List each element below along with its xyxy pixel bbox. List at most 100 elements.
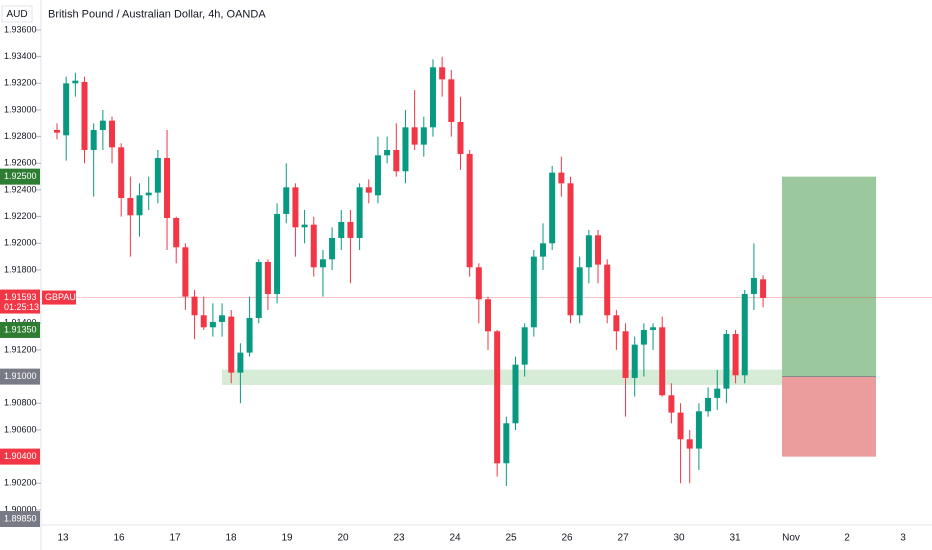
candle-body bbox=[72, 80, 79, 84]
x-tick-label: 18 bbox=[225, 533, 237, 544]
price-tag-box bbox=[0, 511, 40, 527]
candle-body bbox=[246, 317, 253, 353]
candle-body bbox=[429, 67, 436, 128]
candle-body bbox=[274, 213, 281, 294]
candle-body bbox=[109, 120, 116, 148]
x-tick-label: 20 bbox=[337, 533, 349, 544]
candle-body bbox=[686, 439, 693, 449]
y-tick-label: 1.93000 bbox=[4, 104, 37, 114]
last-price: 1.91593 bbox=[4, 292, 37, 302]
candle-body bbox=[63, 83, 70, 136]
y-tick-label: 1.93600 bbox=[4, 24, 37, 34]
candle-body bbox=[503, 423, 510, 464]
candle-body bbox=[695, 411, 702, 449]
y-tick-label: 1.90800 bbox=[4, 398, 37, 408]
candle-body bbox=[475, 267, 482, 300]
candle-body bbox=[255, 261, 262, 318]
candle-body bbox=[750, 277, 757, 294]
candle-body bbox=[209, 321, 216, 328]
candle-body bbox=[640, 329, 647, 345]
candle-body bbox=[365, 187, 372, 193]
candle-body bbox=[173, 217, 180, 248]
candle-body bbox=[374, 155, 381, 196]
x-tick-label: 23 bbox=[393, 533, 405, 544]
x-tick-label: 26 bbox=[561, 533, 573, 544]
candle-body bbox=[154, 157, 161, 193]
currency: AUD bbox=[6, 9, 27, 20]
candle-body bbox=[705, 397, 712, 412]
candle-body bbox=[118, 147, 125, 198]
candle-body bbox=[659, 327, 666, 396]
zone bbox=[222, 369, 782, 385]
stop-tag: 1.90400 bbox=[4, 451, 37, 461]
stop-tag-box bbox=[0, 448, 40, 465]
candle-body bbox=[402, 127, 409, 172]
target-tag-box bbox=[0, 168, 40, 185]
candle-body bbox=[329, 237, 336, 260]
candle-body bbox=[732, 333, 739, 376]
candle-body bbox=[237, 352, 244, 373]
candle-body bbox=[292, 187, 299, 228]
candle-body bbox=[200, 315, 207, 328]
x-tick-label: 2 bbox=[844, 533, 850, 544]
x-tick-label: 25 bbox=[505, 533, 517, 544]
y-tick-label: 1.91800 bbox=[4, 264, 37, 274]
candle-body bbox=[668, 395, 675, 413]
candle-body bbox=[677, 412, 684, 440]
symbol-box bbox=[42, 290, 76, 305]
y-tick-label: 1.90200 bbox=[4, 478, 37, 488]
x-tick-label: 3 bbox=[900, 533, 906, 544]
price-tag: 1.91350 bbox=[4, 324, 37, 334]
countdown: 01:25:13 bbox=[4, 302, 39, 312]
y-tick-label: 1.91200 bbox=[4, 344, 37, 354]
x-tick-label: 13 bbox=[57, 533, 69, 544]
candle-body bbox=[714, 388, 721, 398]
candle-body bbox=[576, 267, 583, 316]
candle-body bbox=[512, 364, 519, 424]
y-tick-label: 1.90000 bbox=[4, 504, 37, 514]
candle-body bbox=[723, 333, 730, 389]
chart-title: British Pound / Australian Dollar, 4h, O… bbox=[48, 8, 266, 20]
y-tick-label: 1.92000 bbox=[4, 238, 37, 248]
x-tick-label: 27 bbox=[617, 533, 629, 544]
x-tick-label: 19 bbox=[281, 533, 293, 544]
x-tick-label: 31 bbox=[729, 533, 741, 544]
last-price-box bbox=[0, 289, 40, 314]
candle-body bbox=[90, 129, 97, 150]
candle-body bbox=[310, 224, 317, 268]
candle-body bbox=[145, 192, 152, 196]
candle-body bbox=[448, 79, 455, 122]
candle-body bbox=[760, 279, 767, 298]
candle-body bbox=[622, 331, 629, 378]
price-tag-box bbox=[0, 321, 40, 338]
y-tick-label: 1.90600 bbox=[4, 424, 37, 434]
candle-body bbox=[741, 293, 748, 376]
candle-body bbox=[494, 331, 501, 464]
candle-body bbox=[283, 187, 290, 214]
candle-body bbox=[356, 187, 363, 238]
candle-body bbox=[411, 127, 418, 145]
candle-body bbox=[164, 157, 171, 218]
candle-body bbox=[420, 127, 427, 145]
candle-body bbox=[219, 315, 226, 322]
y-tick-label: 1.93200 bbox=[4, 78, 37, 88]
candle-body bbox=[393, 149, 400, 172]
y-tick-label: 1.93400 bbox=[4, 51, 37, 61]
candle-body bbox=[439, 67, 446, 80]
candle-body bbox=[530, 256, 537, 328]
candle-body bbox=[99, 120, 106, 130]
target-tag: 1.92500 bbox=[4, 171, 37, 181]
candle-body bbox=[301, 224, 308, 228]
candle-body bbox=[264, 261, 271, 294]
candle-body bbox=[631, 344, 638, 378]
y-tick-label: 1.92200 bbox=[4, 211, 37, 221]
candle-body bbox=[595, 235, 602, 265]
candle-body bbox=[127, 197, 134, 216]
candle-body bbox=[319, 259, 326, 268]
candle-body bbox=[182, 247, 189, 297]
candle-body bbox=[521, 327, 528, 365]
candle-body bbox=[347, 221, 354, 238]
candle-body bbox=[540, 243, 547, 257]
